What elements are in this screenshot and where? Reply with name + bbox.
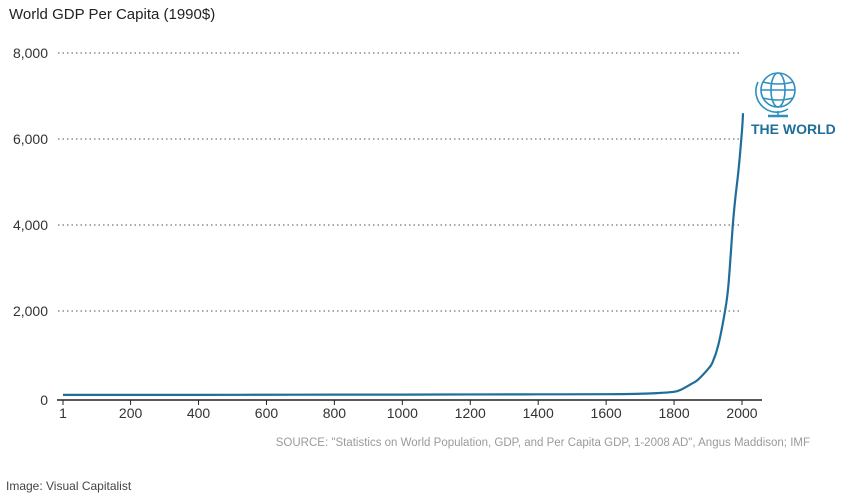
y-tick-label: 6,000 <box>13 131 48 147</box>
series-label: THE WORLD <box>751 121 836 137</box>
y-tick-label: 8,000 <box>13 45 48 61</box>
x-tick-label: 400 <box>187 405 211 421</box>
x-tick-label: 1800 <box>658 405 689 421</box>
source-note: SOURCE: "Statistics on World Population,… <box>275 437 810 449</box>
y-axis-ticks: 0 2,000 4,000 6,000 8,000 <box>13 45 48 408</box>
x-tick-label: 800 <box>323 405 347 421</box>
x-tick-label: 1000 <box>387 405 418 421</box>
y-tick-label: 0 <box>40 392 48 408</box>
x-axis-ticks: 1 200 400 600 800 1000 1200 1400 1600 1800 2000 <box>59 400 758 421</box>
x-tick-label: 2000 <box>726 405 757 421</box>
x-tick-label: 600 <box>255 405 279 421</box>
image-credit: Image: Visual Capitalist <box>6 479 132 493</box>
x-tick-label: 1600 <box>591 405 622 421</box>
x-tick-label: 1 <box>59 405 67 421</box>
series-group <box>63 113 745 396</box>
y-tick-label: 2,000 <box>13 303 48 319</box>
x-tick-label: 1200 <box>455 405 486 421</box>
grid-lines <box>58 52 742 312</box>
x-tick-label: 200 <box>119 405 143 421</box>
globe-icon <box>755 72 796 118</box>
y-tick-label: 4,000 <box>13 217 48 233</box>
world-marker: THE WORLD <box>751 72 836 137</box>
series-line-world <box>63 113 745 396</box>
chart-title: World GDP Per Capita (1990$) <box>9 6 216 23</box>
x-tick-label: 1400 <box>523 405 554 421</box>
